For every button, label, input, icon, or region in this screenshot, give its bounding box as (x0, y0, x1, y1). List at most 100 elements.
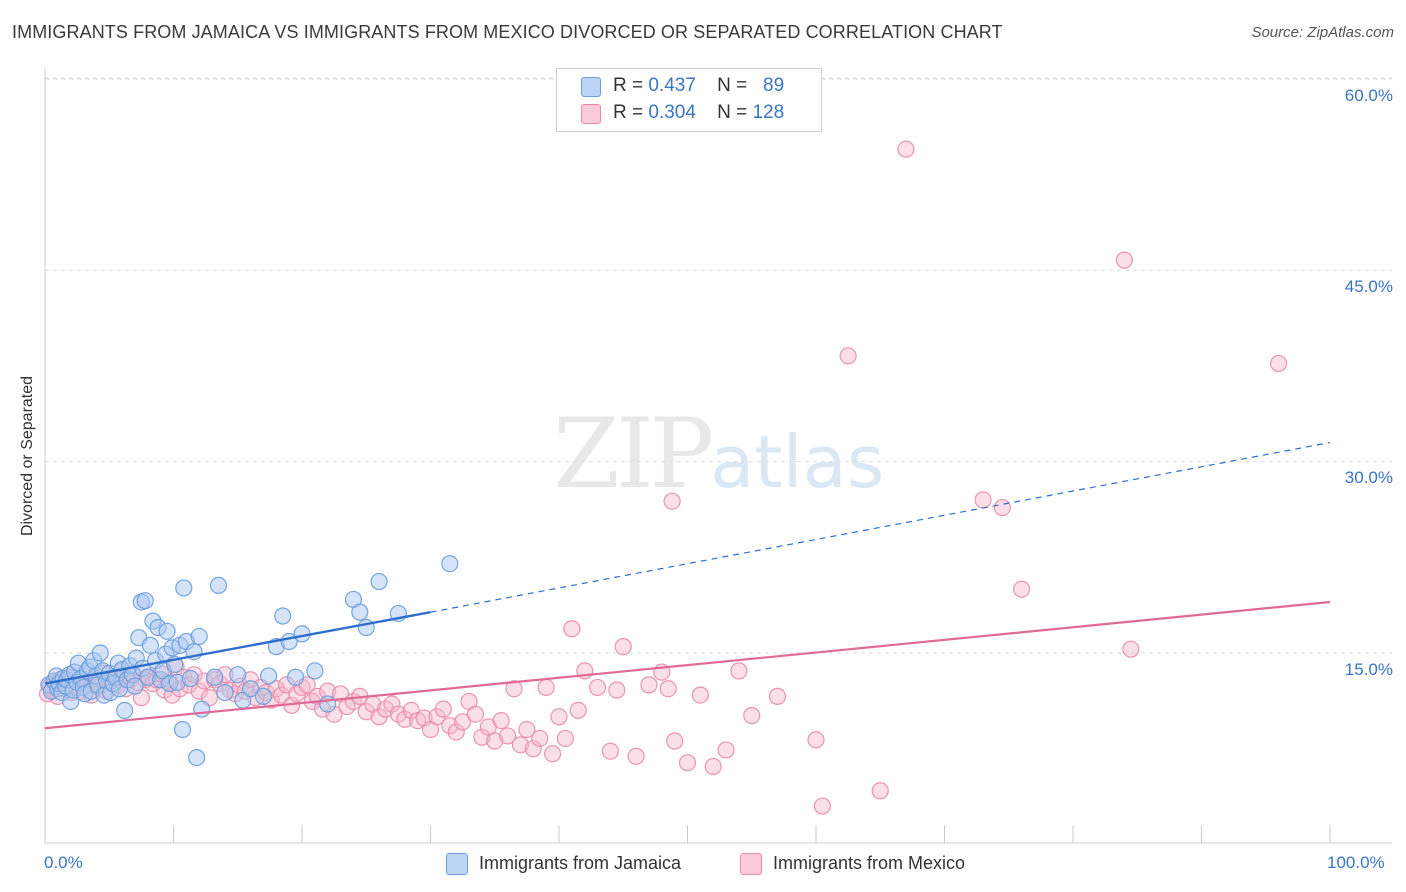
mexico-point-116 (691, 686, 709, 704)
jamaica-point-66 (190, 627, 208, 646)
mexico-point-121 (768, 687, 787, 705)
mexico-point-86 (454, 713, 472, 731)
mexico-point-100 (543, 745, 562, 763)
mexico-point-99 (537, 678, 555, 697)
jamaica-point-82 (319, 695, 337, 713)
mexico-point-113 (659, 680, 677, 698)
mexico-point-101 (550, 708, 568, 726)
mexico-point-84 (441, 717, 459, 735)
jamaica-point-84 (351, 603, 369, 621)
legend-n-label-mexico: N = (717, 102, 748, 123)
legend-r-label-mexico: R = (613, 102, 644, 123)
jamaica-point-67 (193, 700, 211, 718)
mexico-point-78 (402, 701, 420, 720)
mexico-point-124 (897, 140, 915, 158)
jamaica-point-70 (216, 683, 234, 702)
mexico-point-127 (1269, 354, 1288, 373)
jamaica-point-45 (136, 592, 154, 610)
mexico-point-95 (511, 736, 530, 754)
jamaica-trend-line (44, 611, 431, 685)
mexico-point-91 (486, 732, 504, 750)
mexico-point-125 (974, 491, 992, 509)
y-tick-label-15: 15.0% (1344, 660, 1393, 679)
mexico-point-130 (663, 492, 681, 510)
mexico-point-94 (505, 680, 523, 698)
legend-r-label-jamaica: R = (613, 75, 644, 96)
mexico-point-106 (588, 678, 607, 697)
mexico-point-89 (473, 728, 491, 746)
legend-swatch-jamaica (581, 77, 601, 97)
jamaica-point-75 (259, 667, 278, 685)
mexico-point-132 (1012, 580, 1031, 598)
legend-n-value-jamaica: 89 (763, 75, 785, 96)
mexico-point-97 (524, 740, 542, 758)
mexico-point-96 (518, 720, 536, 739)
mexico-point-115 (678, 754, 697, 772)
mexico-point-98 (531, 729, 549, 748)
jamaica-point-63 (181, 669, 199, 688)
jamaica-point-36 (116, 701, 134, 720)
legend-n-label-jamaica: N = (717, 75, 748, 96)
jamaica-point-61 (175, 579, 193, 597)
jamaica-point-40 (126, 677, 144, 695)
y-tick-label-30: 30.0% (1344, 468, 1393, 487)
jamaica-point-54 (158, 622, 176, 640)
source-label: Source: ZipAtlas.com (1251, 24, 1394, 41)
mexico-point-104 (569, 701, 587, 720)
mexico-point-109 (614, 638, 632, 656)
mexico-point-119 (730, 662, 748, 680)
mexico-point-129 (839, 347, 857, 365)
legend-n-value-mexico: 128 (752, 102, 785, 123)
chart-title: IMMIGRANTS FROM JAMAICA VS IMMIGRANTS FR… (12, 22, 1003, 42)
jamaica-point-65 (188, 748, 206, 767)
y-tick-label-60: 60.0% (1344, 86, 1393, 105)
mexico-point-75 (383, 695, 401, 713)
bottom-legend-label-jamaica: Immigrants from Jamaica (479, 853, 682, 873)
legend-swatch-mexico (581, 104, 601, 124)
bottom-legend-swatch-jamaica (446, 853, 468, 875)
mexico-point-40 (190, 682, 208, 700)
mexico-point-92 (492, 712, 510, 730)
mexico-point-122 (807, 731, 825, 749)
mexico-point-83 (434, 700, 452, 718)
jamaica-point-81 (306, 662, 324, 680)
mexico-point-118 (717, 741, 735, 759)
jamaica-point-47 (141, 636, 159, 654)
mexico-point-102 (556, 729, 575, 748)
mexico-point-126 (1115, 251, 1134, 269)
mexico-point-111 (640, 676, 658, 694)
jamaica-trend-extension (430, 441, 1331, 613)
mexico-point-85 (447, 723, 465, 741)
mexico-point-107 (601, 742, 620, 760)
mexico-trend-line (44, 600, 1331, 730)
mexico-point-128 (813, 797, 832, 815)
mexico-point-108 (608, 681, 626, 699)
jamaica-point-25 (91, 644, 109, 662)
legend-r-value-jamaica: 0.437 (648, 75, 696, 96)
jamaica-point-68 (206, 668, 224, 686)
x-tick-label-min: 0.0% (44, 853, 83, 872)
mexico-point-88 (466, 705, 485, 723)
mexico-point-110 (627, 747, 645, 765)
mexico-point-114 (666, 732, 684, 750)
mexico-point-77 (396, 710, 414, 728)
watermark-zip: ZIP (553, 398, 714, 510)
mexico-point-133 (1122, 640, 1140, 658)
jamaica-point-69 (209, 576, 228, 594)
bottom-legend-swatch-mexico (740, 853, 762, 875)
legend-r-value-mexico: 0.304 (648, 102, 696, 123)
jamaica-point-87 (441, 555, 459, 573)
jamaica-point-74 (254, 687, 273, 705)
jamaica-point-86 (370, 572, 388, 591)
jamaica-point-71 (229, 666, 247, 684)
mexico-point-103 (563, 620, 581, 638)
x-tick-label-max: 100.0% (1327, 853, 1385, 872)
y-tick-label-45: 45.0% (1344, 277, 1393, 296)
mexico-point-123 (871, 782, 889, 800)
mexico-point-117 (704, 757, 722, 776)
jamaica-point-73 (242, 680, 260, 698)
mexico-point-120 (743, 706, 761, 725)
jamaica-point-79 (286, 668, 305, 686)
stats-legend: R = 0.437 N = 89 R = 0.304 N = 128 (556, 68, 822, 132)
